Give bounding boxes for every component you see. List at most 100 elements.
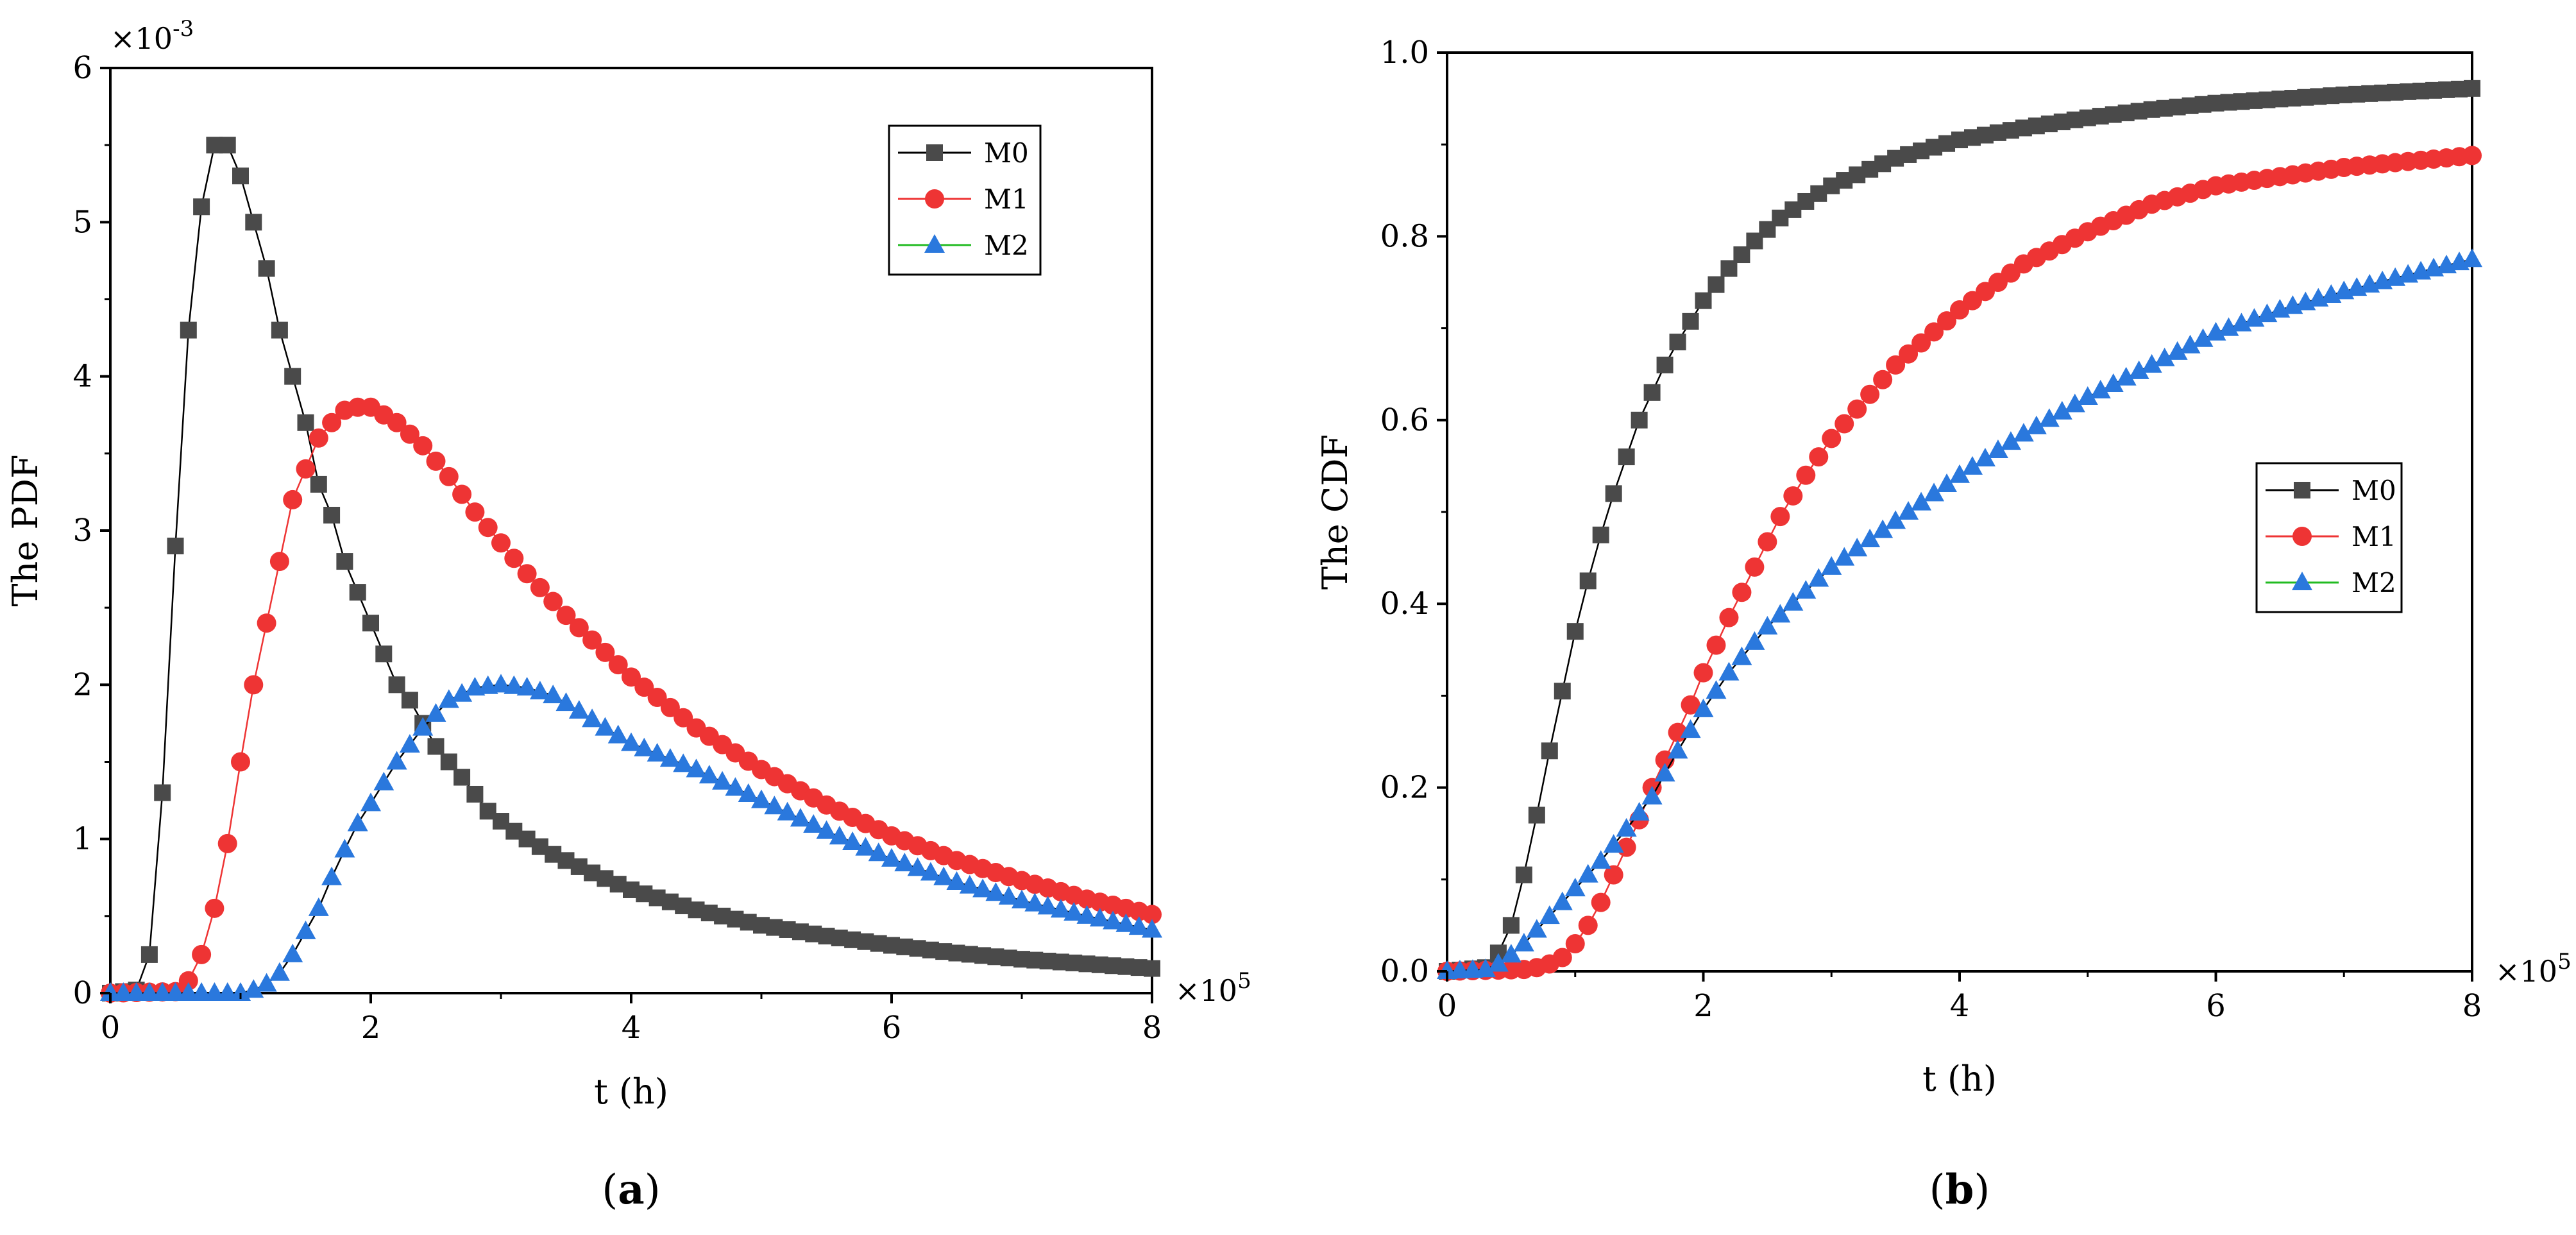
data-point [1911, 333, 1931, 353]
data-point [154, 784, 171, 801]
data-point [310, 475, 327, 493]
data-point [2192, 328, 2214, 347]
data-point [1565, 934, 1585, 954]
data-point [1669, 334, 1686, 351]
data-point [295, 920, 316, 939]
data-point [660, 697, 680, 717]
data-point [2464, 80, 2480, 97]
data-point [336, 553, 353, 570]
x-tick-label: 0 [1437, 988, 1457, 1024]
data-point [466, 785, 484, 803]
data-point [1783, 486, 1803, 506]
data-point [269, 962, 290, 981]
data-point [1502, 917, 1520, 934]
data-point [907, 857, 928, 876]
data-point [1050, 899, 1071, 918]
data-point [595, 717, 616, 736]
data-point [634, 737, 655, 756]
series-m0 [102, 137, 1160, 1001]
data-point [1554, 683, 1571, 700]
data-point [1076, 905, 1097, 924]
data-point [1680, 719, 1701, 738]
y-axis-title: The PDF [5, 454, 46, 606]
data-point [2462, 146, 2482, 166]
data-point [1629, 801, 1650, 821]
data-point [1579, 572, 1597, 590]
data-point [271, 321, 288, 339]
data-point [282, 943, 303, 962]
y-tick-label: 4 [72, 359, 92, 395]
data-point [491, 533, 511, 553]
data-point [165, 982, 186, 1001]
data-point [219, 137, 236, 154]
data-point [1693, 698, 1714, 717]
data-point [100, 982, 121, 1001]
y-tick-label: 2 [72, 667, 92, 703]
data-point [284, 368, 301, 385]
data-point [1115, 913, 1137, 932]
legend-box [2255, 462, 2403, 613]
data-point [373, 771, 394, 790]
data-point [1860, 528, 1881, 547]
data-point [308, 897, 329, 916]
data-point [440, 753, 457, 771]
data-point [1873, 370, 1893, 389]
data-point [126, 982, 147, 1001]
data-point [2154, 347, 2175, 366]
data-point [204, 982, 225, 1001]
data-point [1605, 485, 1622, 502]
data-point [556, 606, 576, 626]
data-point [516, 677, 538, 696]
data-point [1526, 919, 1547, 938]
data-point [2077, 386, 2098, 405]
y-axis-title: The CDF [1315, 434, 1355, 590]
series-m0 [1439, 80, 2480, 980]
data-point [323, 506, 341, 524]
data-point [1012, 889, 1032, 908]
x-tick-label: 2 [361, 1010, 381, 1046]
data-point [985, 882, 1006, 901]
data-point [1682, 312, 1699, 330]
panel-label: (a) [602, 1166, 660, 1214]
data-point [621, 732, 641, 751]
data-point [1834, 547, 1855, 566]
data-point [362, 615, 379, 632]
y-tick-label: 5 [72, 204, 92, 240]
data-point [1541, 742, 1558, 760]
data-point [426, 451, 446, 471]
data-point [438, 689, 459, 708]
legend-label-m2: M2 [984, 230, 1029, 261]
data-point [283, 490, 303, 509]
data-point [2051, 400, 2072, 420]
data-point [1835, 414, 1854, 434]
data-point [2013, 423, 2034, 442]
x-axis-title: t (h) [594, 1071, 668, 1112]
data-point [674, 708, 693, 728]
data-point [1731, 646, 1752, 665]
data-point [217, 982, 238, 1001]
data-point [139, 982, 160, 1001]
data-point [1681, 695, 1700, 715]
data-point [1822, 429, 1842, 448]
data-point [1577, 864, 1598, 883]
data-point [647, 743, 668, 762]
data-point [412, 717, 434, 736]
data-point [568, 700, 589, 719]
legend: M0 M1 M2 [888, 124, 1042, 276]
y-tick-label: 1 [72, 821, 92, 857]
legend-label-m1: M1 [984, 183, 1029, 215]
data-point [699, 765, 720, 784]
data-point [582, 708, 603, 728]
data-point [725, 777, 746, 796]
x-tick-label: 4 [622, 1010, 641, 1046]
data-point [1770, 507, 1790, 527]
y-multiplier-label: ×10-3 [110, 16, 194, 56]
data-point [321, 866, 343, 885]
data-point [1821, 556, 1842, 575]
data-point [1603, 834, 1624, 853]
data-point [296, 459, 316, 479]
chart-panel-a: 0 2 4 6 8 0 1 2 3 4 5 6 ×105 ×10-3 t (h) The PDF (a) M0 M1… [5, 16, 1251, 1214]
data-point [894, 853, 915, 872]
data-point [387, 413, 407, 432]
